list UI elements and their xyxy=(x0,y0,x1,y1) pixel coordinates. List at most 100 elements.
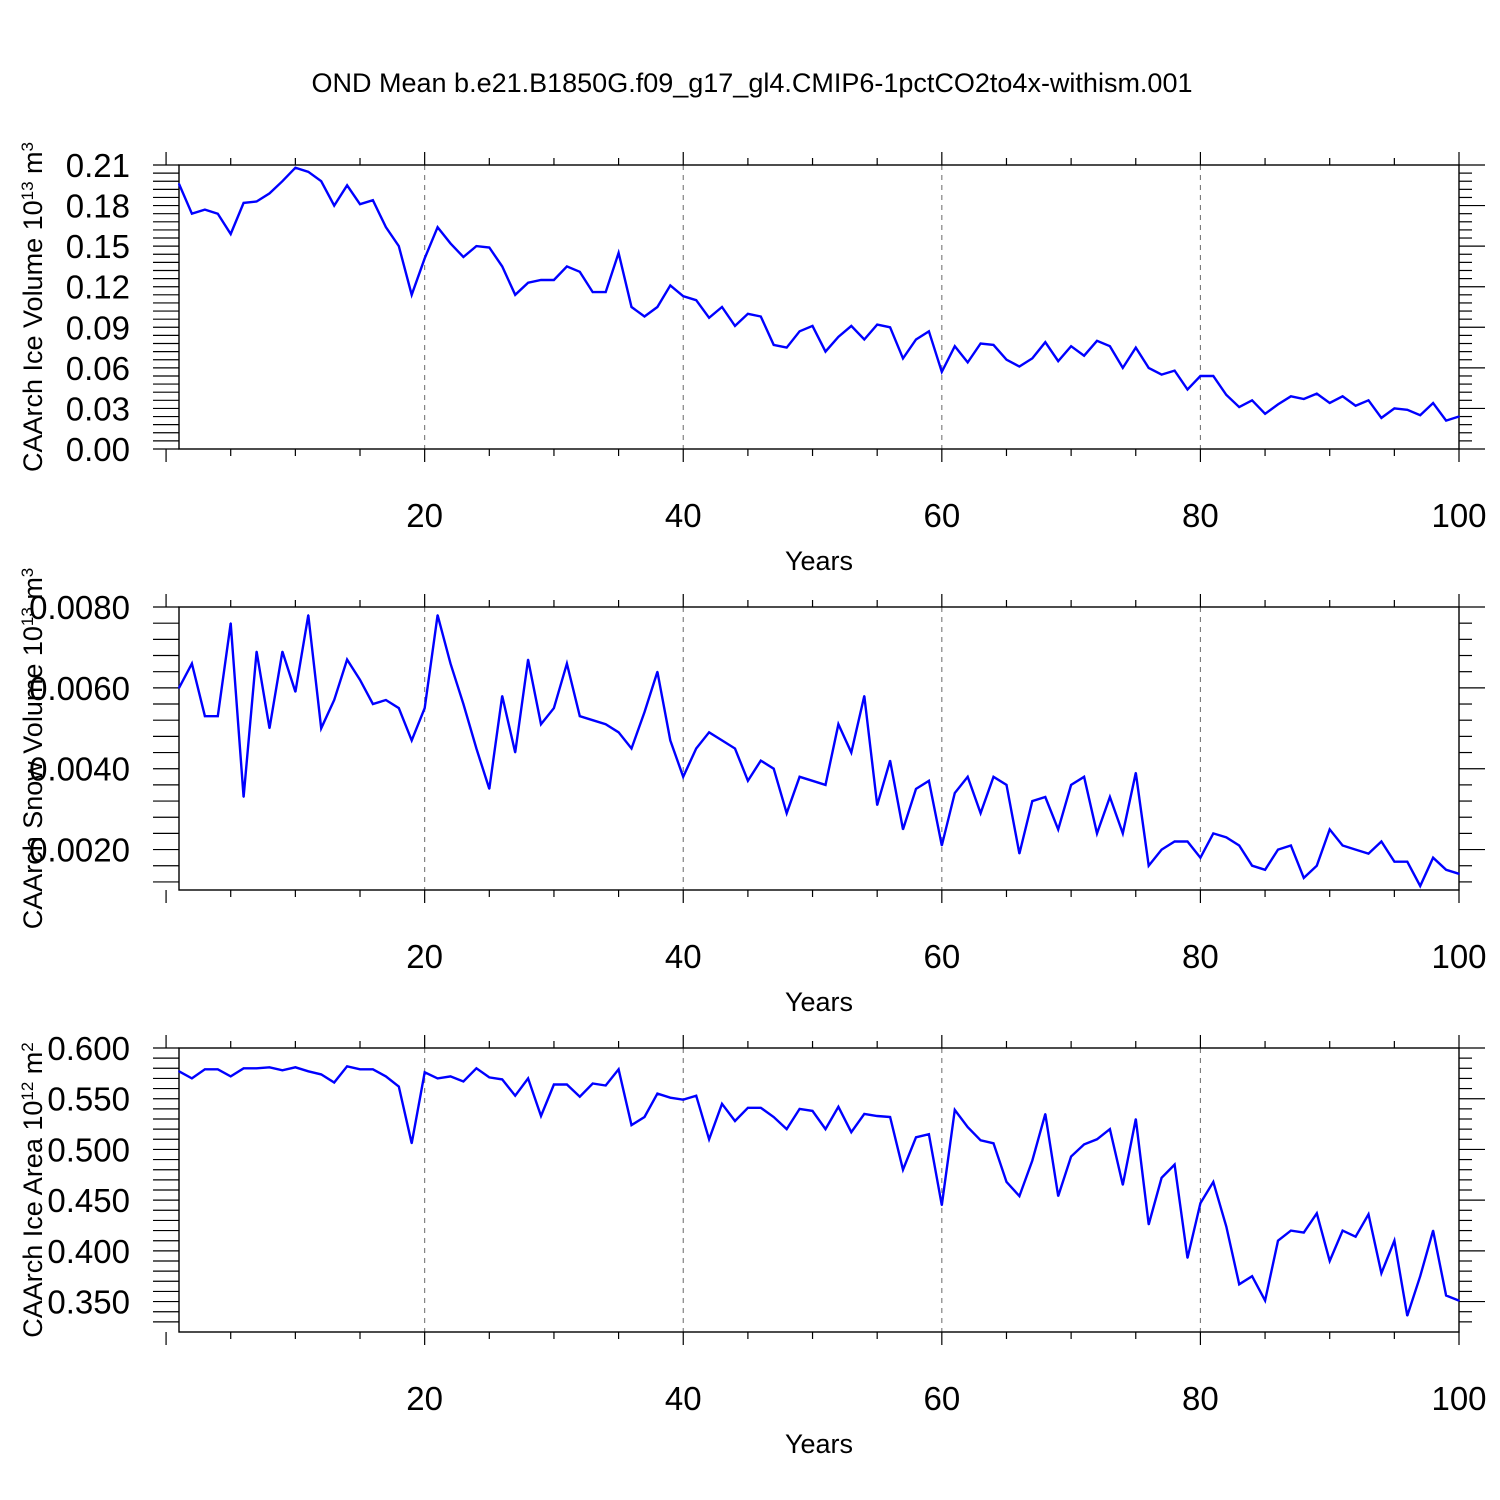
data-point xyxy=(979,1139,982,1142)
data-point xyxy=(565,662,568,665)
x-tick-label: 60 xyxy=(923,938,960,975)
data-point xyxy=(423,1071,426,1074)
data-point xyxy=(488,246,491,249)
data-point xyxy=(1445,419,1447,422)
data-point xyxy=(1096,339,1098,342)
y-tick-label: 0.0060 xyxy=(29,670,130,707)
data-point xyxy=(475,1067,478,1070)
data-point xyxy=(475,747,478,750)
data-point xyxy=(1186,388,1189,391)
data-point xyxy=(203,208,206,211)
series-points xyxy=(178,166,1460,422)
data-point xyxy=(216,715,219,718)
data-point xyxy=(1134,771,1137,774)
data-point xyxy=(1419,414,1422,417)
data-point xyxy=(255,650,258,653)
data-point xyxy=(1173,840,1176,843)
data-point xyxy=(759,1106,762,1109)
data-point xyxy=(1290,844,1292,847)
data-point xyxy=(346,1065,348,1068)
figure-title: OND Mean b.e21.B1850G.f09_g17_gl4.CMIP6-… xyxy=(312,68,1193,98)
data-point xyxy=(1354,1235,1357,1238)
data-point xyxy=(643,315,646,318)
y-tick-label: 0.0080 xyxy=(29,589,130,626)
data-point xyxy=(475,245,478,248)
data-point xyxy=(1212,375,1215,377)
y-axis-title-part: m xyxy=(18,1052,48,1082)
data-point xyxy=(216,1068,219,1071)
data-point xyxy=(359,203,361,206)
data-point xyxy=(1251,864,1254,867)
data-point xyxy=(307,170,310,173)
data-point xyxy=(630,1124,633,1126)
data-point xyxy=(346,658,348,661)
data-point xyxy=(915,788,917,790)
data-point xyxy=(203,715,206,718)
series-line xyxy=(177,614,1460,889)
data-point xyxy=(811,779,814,782)
data-point xyxy=(721,1102,723,1105)
data-point xyxy=(1212,832,1215,835)
data-point xyxy=(1315,1212,1318,1215)
data-point xyxy=(1147,366,1150,369)
data-point xyxy=(1109,345,1111,348)
data-point xyxy=(1406,1314,1409,1317)
data-point xyxy=(191,212,193,215)
data-point xyxy=(1458,1299,1460,1302)
data-point xyxy=(1445,1294,1447,1297)
series-points xyxy=(178,1065,1460,1317)
data-point xyxy=(604,1084,607,1087)
data-point xyxy=(1109,796,1111,798)
series-line xyxy=(178,1064,1460,1317)
data-point xyxy=(1458,872,1460,875)
y-axis-title: CAArch Ice Volume 1013 m3 xyxy=(18,142,49,472)
data-point xyxy=(527,1077,529,1080)
x-axis-title: Years xyxy=(785,987,853,1017)
data-point xyxy=(1018,852,1021,855)
data-point xyxy=(1031,800,1034,802)
data-point xyxy=(1160,848,1163,851)
data-point xyxy=(1302,1231,1305,1234)
data-point xyxy=(798,1107,801,1110)
plot-frame xyxy=(178,164,1460,450)
data-point xyxy=(1121,366,1124,369)
data-point xyxy=(242,796,245,798)
data-point xyxy=(630,306,633,308)
y-axis-title-part: 3 xyxy=(18,568,37,577)
data-point xyxy=(966,775,969,778)
data-point xyxy=(915,338,917,341)
series-line xyxy=(177,166,1460,423)
data-point xyxy=(1264,868,1266,871)
data-point xyxy=(1199,856,1202,859)
data-point xyxy=(320,727,323,730)
data-point xyxy=(669,284,672,287)
data-point xyxy=(553,707,555,709)
data-point xyxy=(281,650,284,653)
data-point xyxy=(1005,1180,1008,1183)
data-point xyxy=(1199,375,1202,377)
x-tick-label: 80 xyxy=(1182,497,1219,534)
data-point xyxy=(746,779,749,782)
y-axis-title-part: CAArch Ice Area 10 xyxy=(18,1101,48,1338)
data-point xyxy=(1264,1299,1266,1302)
data-point xyxy=(1044,1113,1047,1115)
data-point xyxy=(1393,860,1396,863)
data-point xyxy=(294,691,297,693)
data-point xyxy=(255,200,258,203)
data-point xyxy=(734,325,736,327)
data-point xyxy=(294,166,297,169)
data-point xyxy=(1328,1260,1331,1262)
data-point xyxy=(1277,403,1279,406)
panel-3: 20 40 60 80 100 0.350 0.400 0.450 0.500 0.550 0.60… xyxy=(18,1030,1487,1459)
data-point xyxy=(1341,1229,1344,1232)
data-point xyxy=(540,1115,542,1117)
y-axis-title-part: 3 xyxy=(18,142,37,151)
data-point xyxy=(695,299,698,302)
data-point xyxy=(514,1094,517,1097)
data-point xyxy=(1212,1180,1215,1183)
panels: 20 40 60 80 100 0.00 0.030.06 0.090.12 0.150.18 0… xyxy=(18,142,1487,1459)
data-point xyxy=(333,1081,336,1084)
data-point xyxy=(1445,868,1447,871)
data-point xyxy=(772,767,775,770)
data-point xyxy=(281,180,284,183)
